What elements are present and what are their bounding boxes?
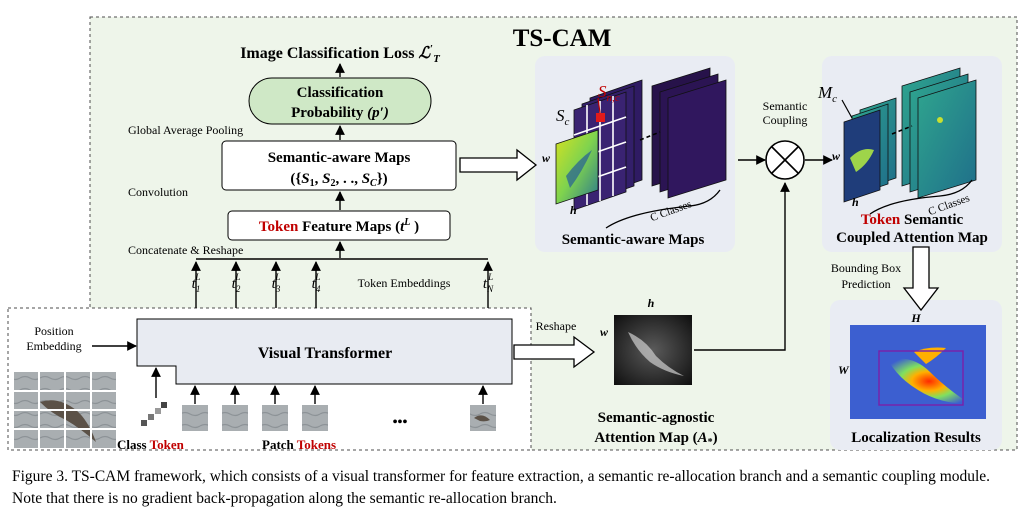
coupled-map-w: w [832, 149, 841, 163]
agnostic-map-label-line2: Attention Map (A*) [594, 430, 717, 448]
token-embedding-3: t3L [271, 261, 281, 308]
coupled-map-stack [843, 67, 977, 215]
sc-symbol: Sc [556, 106, 570, 128]
reshape-label: Reshape [536, 319, 577, 333]
concatenate-reshape-label: Concatenate & Reshape [128, 243, 243, 257]
localization-H: H [910, 311, 921, 325]
snc-pointer [597, 97, 601, 114]
class-token-icon [141, 402, 167, 426]
token-embedding-2: t2L [231, 261, 241, 308]
patch-ellipsis: ••• [393, 415, 408, 430]
token-embedding-n: tNL [483, 261, 494, 308]
token-feature-maps-box [227, 210, 451, 241]
agnostic-map-w: w [600, 325, 609, 339]
classification-probability-line2: Probability (p′) [291, 105, 389, 121]
localization-image [850, 325, 986, 419]
ts-cam-diagram: TS-CAM Image Classification Loss ℒ′T Cla… [7, 16, 1018, 452]
bbox-prediction-line1: Bounding Box [831, 261, 901, 275]
patch-token-1 [182, 385, 208, 431]
coupled-map-label-line2: Coupled Attention Map [836, 230, 988, 246]
patch-token-4 [302, 385, 328, 431]
patch-token-3 [262, 385, 288, 431]
semantic-maps-stack [555, 67, 727, 229]
multiply-circle-icon [765, 140, 805, 180]
semantic-maps-stack-label: Semantic-aware Maps [562, 232, 705, 248]
semantic-coupling-line1: Semantic [763, 99, 808, 113]
token-embeddings-label: Token Embeddings [358, 276, 451, 290]
position-embedding-line1: Position [34, 324, 73, 338]
mc-pointer [841, 99, 853, 119]
visual-transformer-box [136, 318, 513, 385]
connector-agnostic-to-coupling [694, 182, 790, 351]
semantic-maps-h: h [570, 203, 577, 217]
agnostic-attention-image [614, 315, 692, 385]
snc-symbol: Sn,c [598, 82, 620, 104]
convolution-label: Convolution [128, 185, 188, 199]
hollow-arrow-down [902, 246, 940, 312]
coupled-map-label-line1: Token Semantic [861, 212, 964, 228]
class-token-label: Class Token [117, 437, 185, 452]
localization-W: W [838, 363, 850, 377]
hollow-arrow-to-semantic-maps [459, 148, 538, 182]
hollow-arrow-reshape [513, 335, 596, 369]
semantic-maps-w: w [542, 151, 551, 165]
classification-probability-line1: Classification [297, 85, 384, 101]
token-embedding-1: t1L [191, 261, 201, 308]
token-embedding-4: t4L [311, 261, 321, 308]
semantic-aware-maps-box [221, 140, 457, 191]
mc-symbol: Mc [817, 83, 837, 105]
localization-label: Localization Results [851, 430, 981, 446]
semantic-aware-maps-formula: ({S1, S2, . ., SC}) [290, 171, 387, 189]
global-average-pooling-label: Global Average Pooling [128, 123, 243, 137]
semantic-aware-maps-title: Semantic-aware Maps [268, 150, 411, 166]
patch-token-n [470, 385, 496, 431]
visual-transformer-label: Visual Transformer [258, 345, 392, 362]
patch-token-2 [222, 385, 248, 431]
semantic-coupling-line2: Coupling [763, 113, 808, 127]
loss-label: Image Classification Loss ℒ′T [240, 43, 441, 65]
input-bird-image [14, 372, 116, 448]
patch-tokens-label: Patch Tokens [262, 437, 336, 452]
position-embedding-line2: Embedding [26, 339, 81, 353]
diagram-title: TS-CAM [513, 25, 612, 52]
agnostic-map-h: h [648, 296, 655, 310]
classification-probability-box [248, 77, 432, 125]
coupled-map-h: h [852, 195, 859, 209]
token-feature-maps-label: Token Feature Maps (tL ) [259, 217, 419, 235]
bbox-prediction-line2: Prediction [841, 277, 890, 291]
agnostic-map-label-line1: Semantic-agnostic [598, 410, 715, 426]
figure-caption: Figure 3. TS-CAM framework, which consis… [12, 468, 991, 507]
